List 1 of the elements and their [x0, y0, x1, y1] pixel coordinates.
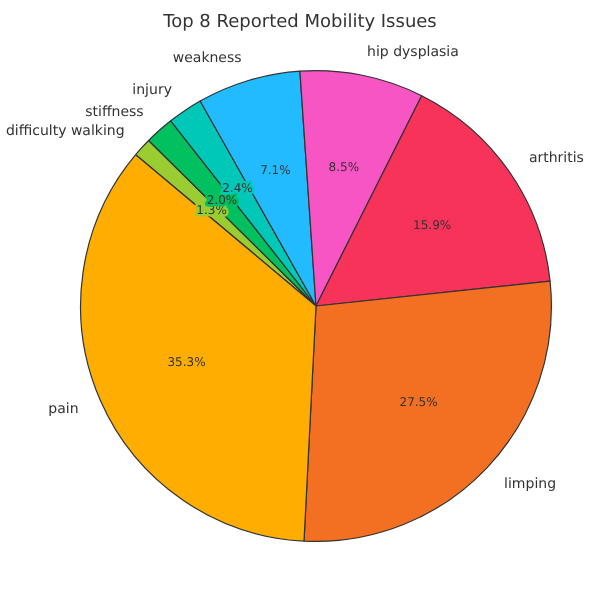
- chart-title: Top 8 Reported Mobility Issues: [161, 12, 438, 33]
